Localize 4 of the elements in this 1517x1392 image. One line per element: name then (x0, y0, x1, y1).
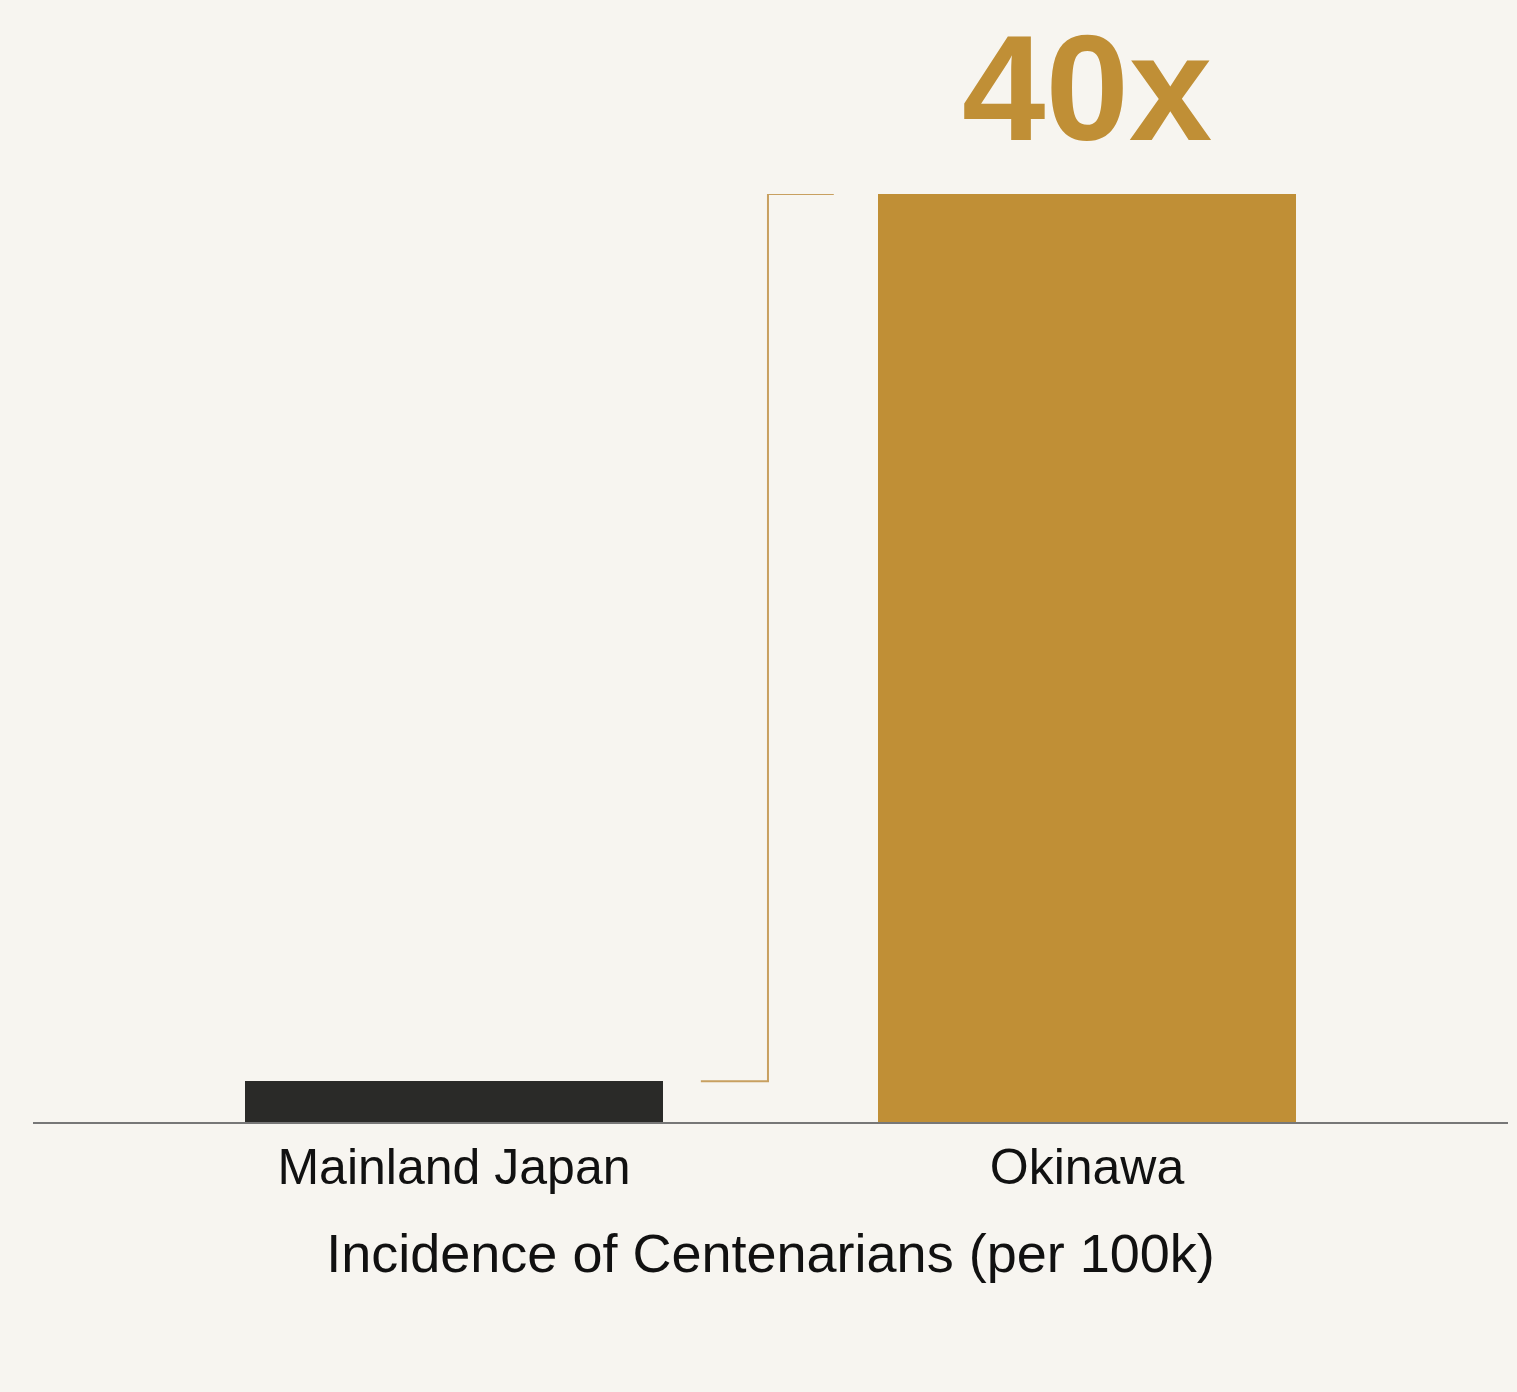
x-tick-label: Okinawa (989, 1139, 1185, 1195)
x-axis-title: Incidence of Centenarians (per 100k) (326, 1222, 1215, 1283)
annotation: 40x (962, 4, 1213, 172)
x-tick-label: Mainland Japan (277, 1139, 631, 1195)
